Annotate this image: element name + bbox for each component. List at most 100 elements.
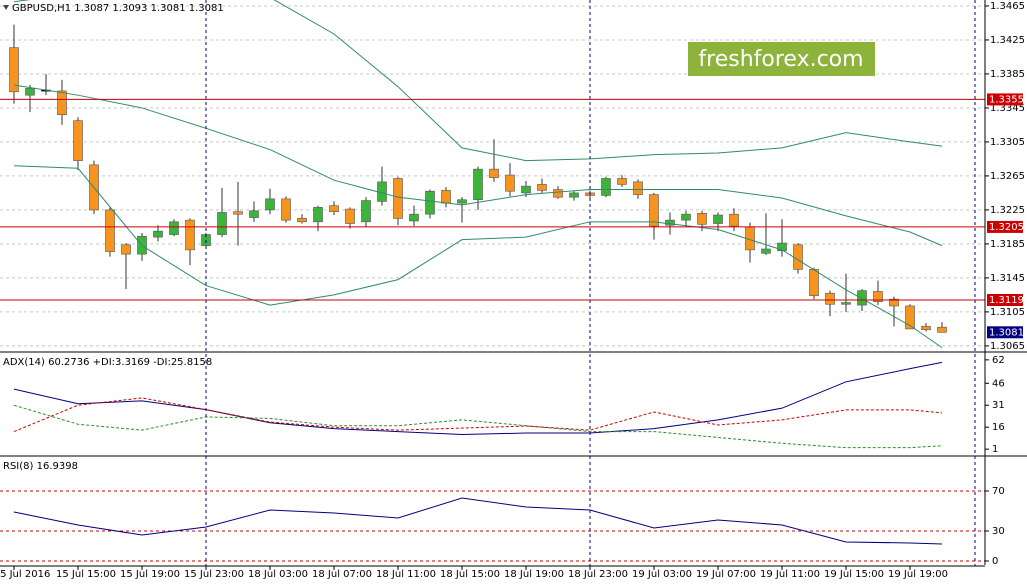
candle-body (569, 192, 579, 198)
candle-body (217, 212, 227, 235)
candle-body (121, 244, 131, 255)
candle-body (105, 209, 115, 252)
indicator-line (13, 497, 943, 545)
candle-body (633, 181, 643, 195)
candle-body (409, 213, 419, 222)
y-tick-label: 70 (992, 486, 1005, 497)
x-tick-label: 18 Jul 03:00 (248, 569, 308, 580)
y-tick-label: 1.3185 (990, 239, 1025, 250)
candle-body (345, 208, 355, 224)
level-label-box (987, 220, 1023, 233)
bollinger-band (13, 165, 943, 349)
x-tick-label: 18 Jul 07:00 (312, 569, 372, 580)
x-tick-label: 19 Jul 03:00 (632, 569, 692, 580)
x-tick-label: 15 Jul 15:00 (56, 569, 116, 580)
candle-body (505, 174, 515, 192)
candle-body (729, 213, 739, 227)
candle-body (857, 290, 867, 306)
candle-body (873, 291, 883, 303)
x-tick-label: 18 Jul 15:00 (440, 569, 500, 580)
x-tick-label: 15 Jul 19:00 (120, 569, 180, 580)
candle-body (265, 198, 275, 211)
candle-body (153, 230, 163, 238)
y-tick-label: 16 (992, 422, 1005, 433)
candle-body (297, 218, 307, 223)
y-tick-label: 1.3265 (990, 171, 1025, 182)
y-tick-label: 1 (992, 444, 998, 455)
candle-body (777, 242, 787, 252)
level-label: 1.3119 (989, 295, 1024, 306)
candle-body (169, 221, 179, 235)
x-tick-label: 19 Jul 11:00 (760, 569, 820, 580)
y-tick-label: 46 (992, 378, 1005, 389)
candle-body (889, 298, 899, 307)
indicator-line (13, 404, 943, 449)
x-tick-label: 18 Jul 19:00 (504, 569, 564, 580)
candle-body (233, 211, 243, 215)
level-label-box (987, 294, 1023, 307)
y-tick-label: 1.3225 (990, 205, 1025, 216)
candle-body (681, 213, 691, 221)
panel-title: ADX(14) 60.2736 +DI:3.3169 -DI:25.8158 (3, 357, 212, 368)
y-tick-label: 1.3305 (990, 137, 1025, 148)
y-tick-label: 1.3065 (990, 341, 1025, 352)
y-tick-label: 31 (992, 400, 1005, 411)
panel-title: RSI(8) 16.9398 (3, 461, 78, 472)
candle-body (361, 200, 371, 223)
candle-body (825, 292, 835, 305)
candle-body (249, 210, 259, 218)
candle-body (425, 190, 435, 215)
candle-body (521, 185, 531, 194)
candle-body (617, 178, 627, 185)
candle-body (25, 88, 35, 96)
price-panel (0, 0, 985, 349)
x-tick-label: 15 Jul 2016 (0, 569, 50, 580)
x-tick-label: 19 Jul 19:00 (888, 569, 948, 580)
candle-body (441, 190, 451, 204)
candle-body (537, 184, 547, 191)
level-label-box (987, 93, 1023, 106)
candle-body (937, 326, 947, 333)
indicator-line (13, 361, 943, 436)
y-tick-label: 0 (992, 556, 998, 567)
y-tick-label: 62 (992, 355, 1005, 366)
candle-body (73, 120, 83, 161)
candle-body (489, 168, 499, 178)
last-price-box (987, 326, 1023, 339)
title-icon (3, 5, 9, 10)
bollinger-band (13, 0, 943, 162)
candle-body (665, 219, 675, 226)
candle-body (313, 207, 323, 223)
candle-body (393, 178, 403, 219)
candle-body (185, 219, 195, 251)
candle-body (649, 194, 659, 227)
candle-body (9, 47, 19, 93)
rsi-panel (0, 490, 985, 562)
y-tick-label: 1.3145 (990, 273, 1025, 284)
panel-title: GBPUSD,H1 1.3087 1.3093 1.3081 1.3081 (12, 3, 224, 14)
candle-body (601, 178, 611, 196)
y-tick-label: 1.3465 (990, 1, 1025, 12)
candle-body (281, 198, 291, 221)
candle-body (793, 244, 803, 270)
x-tick-label: 18 Jul 23:00 (568, 569, 628, 580)
last-price-label: 1.3081 (989, 327, 1024, 338)
y-tick-label: 1.3425 (990, 35, 1025, 46)
candle-body (921, 326, 931, 331)
candle-body (809, 269, 819, 297)
candle-body (841, 302, 851, 305)
y-tick-label: 1.3105 (990, 307, 1025, 318)
candle-body (57, 90, 67, 116)
candle-body (697, 213, 707, 225)
x-tick-label: 18 Jul 11:00 (376, 569, 436, 580)
candle-body (553, 189, 563, 198)
level-label: 1.3355 (989, 94, 1024, 105)
candle-body (905, 305, 915, 330)
candle-body (761, 248, 771, 254)
y-tick-label: 30 (992, 526, 1005, 537)
x-tick-label: 19 Jul 15:00 (824, 569, 884, 580)
